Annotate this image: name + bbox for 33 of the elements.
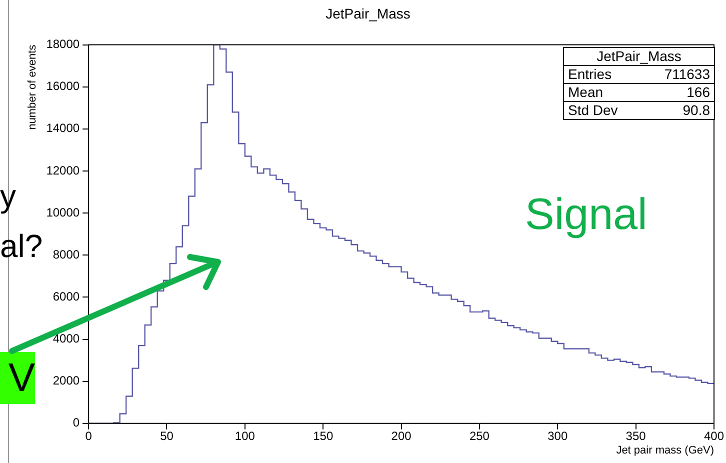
y-axis-title: number of events (26, 44, 39, 130)
x-tick-label: 300 (548, 428, 568, 443)
annotation: Signal (525, 190, 648, 239)
annotation: Std Dev (568, 102, 618, 119)
text: al? (0, 228, 43, 264)
y-tick-label: 6000 (52, 290, 80, 304)
y-tick-label: 4000 (52, 332, 80, 346)
y-tick-label: 12000 (46, 163, 80, 178)
x-axis-title: Jet pair mass (GeV) (616, 444, 714, 456)
annotation: JetPair_Mass (596, 48, 682, 64)
y-tick-label: 18000 (46, 37, 80, 52)
x-tick-label: 50 (160, 428, 174, 443)
x-tick-label: 350 (626, 428, 646, 443)
x-tick-label: 400 (704, 428, 724, 443)
chart-title: JetPair_Mass (326, 5, 410, 22)
annotation: Entries (568, 66, 612, 83)
y-tick-label: 0 (72, 416, 80, 430)
y-tick-label: 14000 (46, 121, 80, 136)
x-tick-label: 100 (234, 428, 256, 443)
y-tick-label: 8000 (52, 247, 80, 262)
y-tick-label: 10000 (46, 205, 80, 220)
y-tick-label: 16000 (46, 79, 80, 94)
annotation: Mean (568, 84, 604, 101)
y-tick-label: 2000 (52, 374, 80, 388)
x-tick-label: 200 (391, 428, 412, 443)
text: V (8, 356, 35, 400)
x-tick-label: 150 (313, 428, 334, 443)
x-tick-label: 250 (469, 428, 490, 443)
annotation: 90.8 (682, 102, 710, 119)
x-tick-label: 0 (85, 428, 92, 443)
annotation: 711633 (664, 66, 710, 83)
text: y (0, 178, 16, 214)
annotation: 166 (686, 84, 710, 101)
